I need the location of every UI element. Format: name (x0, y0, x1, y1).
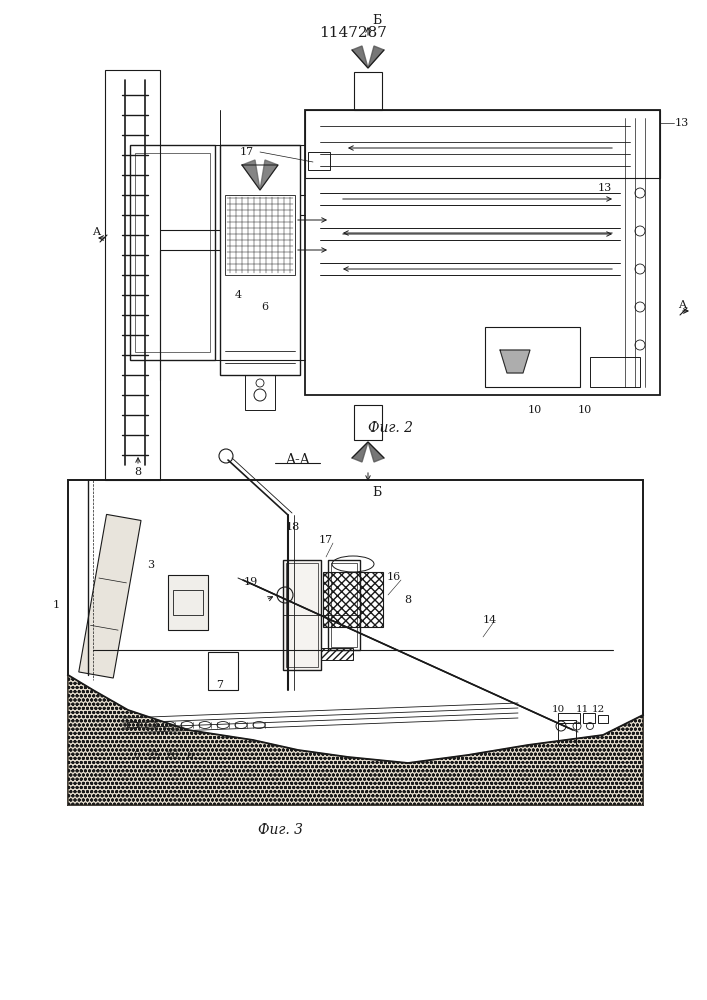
Bar (328, 560, 360, 650)
Text: 17: 17 (319, 535, 333, 545)
Text: Б: Б (372, 13, 381, 26)
Bar (323, 572, 383, 627)
Polygon shape (368, 442, 384, 462)
Bar (245, 375, 275, 410)
Polygon shape (260, 160, 278, 190)
Text: 8: 8 (134, 467, 141, 477)
Bar (130, 145, 215, 360)
Text: 1: 1 (53, 600, 60, 610)
Polygon shape (368, 46, 384, 68)
Bar (208, 652, 238, 690)
Bar (305, 110, 660, 178)
Text: 17: 17 (240, 147, 254, 157)
Text: 13: 13 (675, 118, 689, 128)
Bar (105, 70, 160, 480)
Text: 5: 5 (133, 750, 139, 760)
Text: 18: 18 (286, 522, 300, 532)
Polygon shape (68, 675, 643, 805)
Bar (485, 327, 580, 387)
Text: 13: 13 (598, 183, 612, 193)
Bar (225, 195, 295, 275)
Bar (558, 713, 580, 723)
Bar (68, 480, 643, 805)
Bar (168, 575, 208, 630)
Bar (220, 145, 300, 375)
Text: 19: 19 (244, 577, 258, 587)
Text: Б: Б (372, 486, 381, 498)
Bar (318, 648, 353, 660)
Text: 8: 8 (404, 595, 411, 605)
Text: 26: 26 (165, 750, 179, 760)
Bar (331, 563, 357, 647)
Text: 3: 3 (148, 560, 155, 570)
Polygon shape (352, 46, 368, 68)
Text: 6: 6 (262, 302, 269, 312)
Text: 10: 10 (578, 405, 592, 415)
Polygon shape (352, 442, 368, 462)
Polygon shape (78, 514, 141, 678)
Text: Фиг. 3: Фиг. 3 (257, 823, 303, 837)
Text: 25: 25 (147, 750, 160, 760)
Text: A: A (678, 300, 686, 310)
Text: 10: 10 (551, 706, 565, 714)
Bar (173, 590, 203, 615)
Text: Фиг. 2: Фиг. 2 (368, 421, 412, 435)
Bar (354, 405, 382, 440)
Text: 7: 7 (216, 680, 223, 690)
Text: A: A (92, 227, 100, 237)
Polygon shape (242, 160, 260, 190)
Bar (354, 72, 382, 110)
Text: 10: 10 (528, 405, 542, 415)
Bar (590, 357, 640, 387)
Bar (305, 110, 660, 395)
Polygon shape (500, 350, 530, 373)
Bar (558, 720, 576, 745)
Text: 12: 12 (591, 706, 604, 714)
Bar (583, 713, 595, 723)
Bar (598, 715, 608, 723)
Text: 14: 14 (483, 615, 497, 625)
Text: 11: 11 (575, 706, 589, 714)
Text: 6: 6 (187, 750, 193, 760)
Bar (283, 560, 321, 670)
Text: 16: 16 (387, 572, 401, 582)
Text: A-A: A-A (285, 453, 310, 467)
Bar (286, 563, 318, 667)
Text: 4: 4 (235, 290, 242, 300)
Bar (135, 153, 210, 352)
Text: 1147287: 1147287 (319, 26, 387, 40)
Bar (308, 152, 330, 170)
